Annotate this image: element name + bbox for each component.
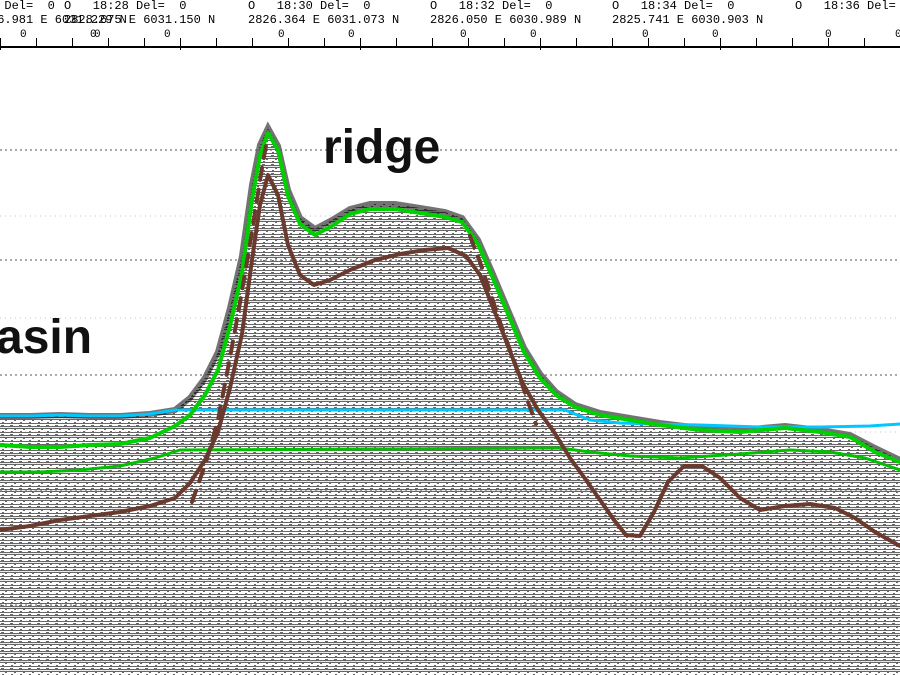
seismic-profile: O Del= 026.981 E 6031.229 N00O 18:28 Del… <box>0 0 900 675</box>
seismic-texture <box>0 128 900 675</box>
seismic-overlay <box>0 0 900 675</box>
annotation-basin: asin <box>0 310 92 365</box>
annotation-ridge: ridge <box>323 120 440 175</box>
